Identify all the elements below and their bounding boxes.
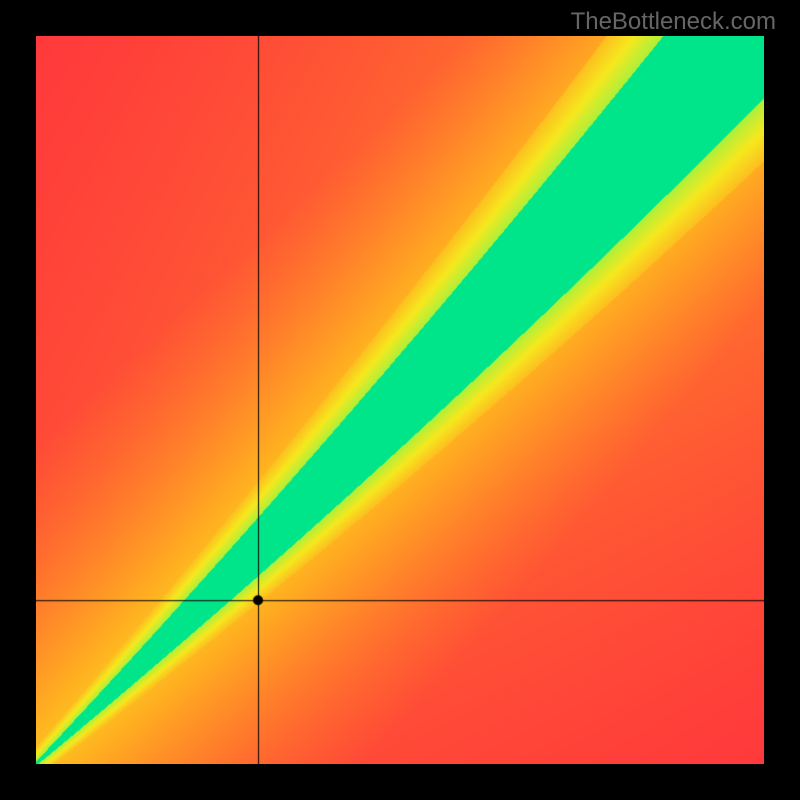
plot-area <box>36 36 764 764</box>
chart-container: TheBottleneck.com <box>0 0 800 800</box>
watermark-text: TheBottleneck.com <box>571 8 776 36</box>
heatmap-canvas <box>36 36 764 764</box>
